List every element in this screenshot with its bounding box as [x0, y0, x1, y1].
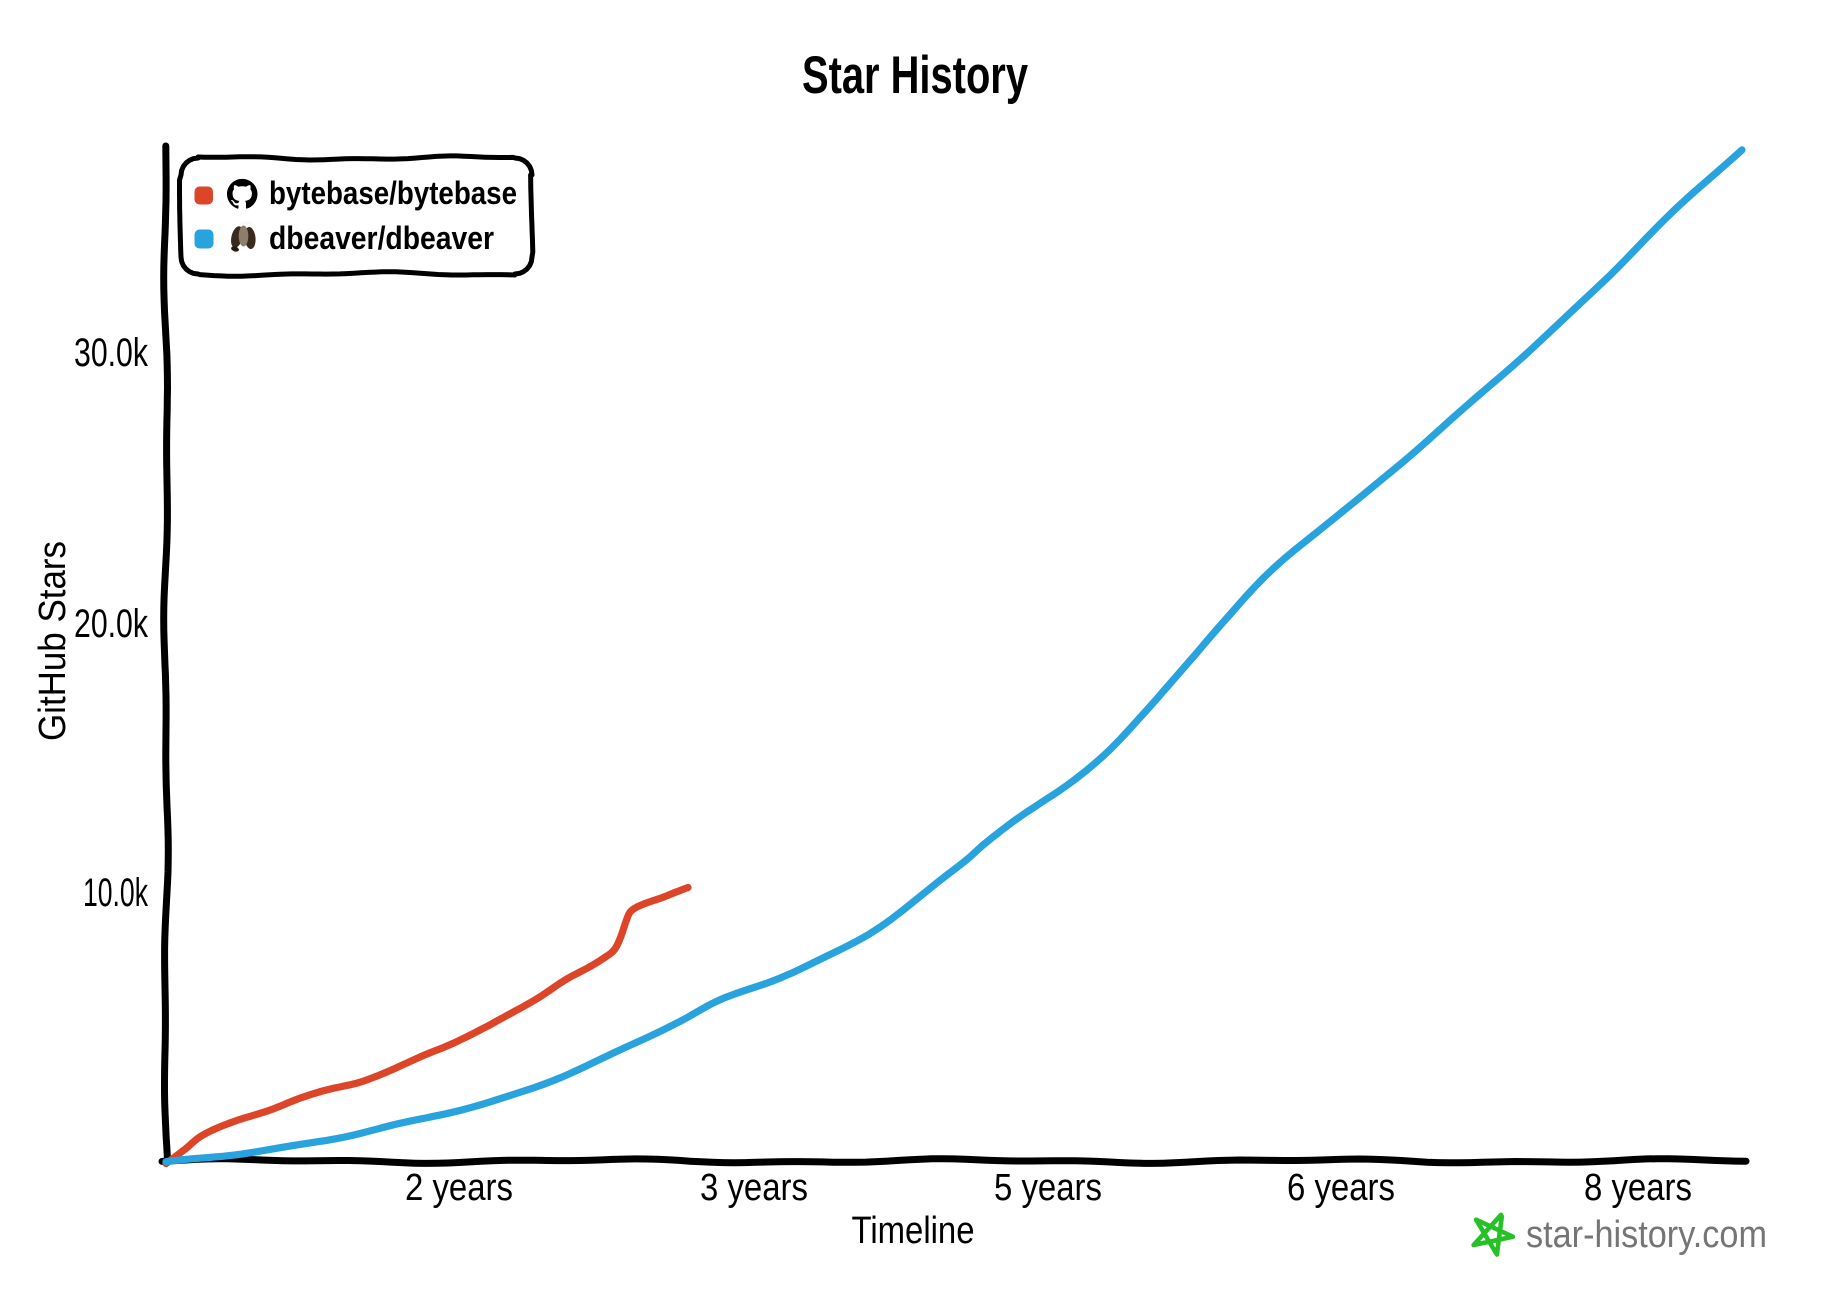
- svg-text:6 years: 6 years: [1287, 1167, 1395, 1209]
- svg-text:Timeline: Timeline: [852, 1210, 975, 1252]
- svg-text:8 years: 8 years: [1584, 1167, 1692, 1209]
- svg-text:3 years: 3 years: [700, 1167, 808, 1209]
- svg-text:Star History: Star History: [802, 46, 1028, 105]
- svg-text:bytebase/bytebase: bytebase/bytebase: [269, 175, 517, 211]
- svg-text:dbeaver/dbeaver: dbeaver/dbeaver: [269, 220, 494, 256]
- svg-text:10.0k: 10.0k: [83, 871, 149, 915]
- svg-text:GitHub Stars: GitHub Stars: [32, 541, 74, 741]
- svg-text:2 years: 2 years: [405, 1167, 513, 1209]
- svg-text:30.0k: 30.0k: [74, 331, 149, 375]
- svg-text:5 years: 5 years: [994, 1167, 1102, 1209]
- svg-text:20.0k: 20.0k: [74, 602, 149, 646]
- svg-text:star-history.com: star-history.com: [1526, 1214, 1767, 1256]
